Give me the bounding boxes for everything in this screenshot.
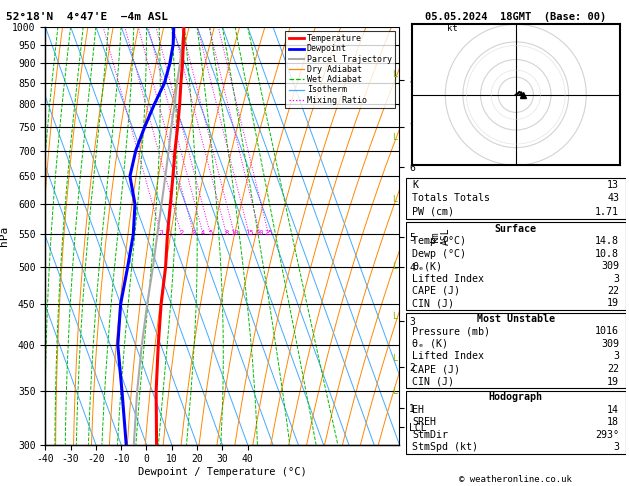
Text: 1.71: 1.71 [595,207,619,217]
Text: 4: 4 [201,230,205,236]
Text: 1016: 1016 [595,327,619,336]
Bar [406,178,626,219]
Text: Surface: Surface [495,224,537,234]
Text: CAPE (J): CAPE (J) [413,364,460,374]
Text: SREH: SREH [413,417,437,427]
Text: Pressure (mb): Pressure (mb) [413,327,491,336]
Text: 5: 5 [208,230,213,236]
Text: 22: 22 [607,364,619,374]
Legend: Temperature, Dewpoint, Parcel Trajectory, Dry Adiabat, Wet Adiabat, Isotherm, Mi: Temperature, Dewpoint, Parcel Trajectory… [285,31,395,108]
Text: 20: 20 [256,230,264,236]
Text: 8: 8 [225,230,228,236]
Text: 19: 19 [607,377,619,386]
Text: Lifted Index: Lifted Index [413,351,484,362]
Text: 05.05.2024  18GMT  (Base: 00): 05.05.2024 18GMT (Base: 00) [425,12,606,22]
Text: 3: 3 [192,230,196,236]
Text: CIN (J): CIN (J) [413,377,454,386]
Text: 18: 18 [607,417,619,427]
Text: 13: 13 [607,180,619,190]
Text: └: └ [390,135,396,144]
Text: 19: 19 [607,298,619,309]
Text: 309: 309 [601,261,619,271]
Text: K: K [413,180,418,190]
Text: Totals Totals: Totals Totals [413,193,491,203]
Bar [406,223,626,310]
Y-axis label: km
ASL: km ASL [430,227,451,244]
Text: 3: 3 [613,442,619,452]
Text: Temp (°C): Temp (°C) [413,236,466,246]
Text: 1: 1 [159,230,163,236]
Text: 14.8: 14.8 [595,236,619,246]
Text: © weatheronline.co.uk: © weatheronline.co.uk [459,474,572,484]
Text: 293°: 293° [595,430,619,440]
Text: kt: kt [447,24,458,34]
Text: 3: 3 [613,351,619,362]
Text: Hodograph: Hodograph [489,392,543,402]
Text: StmDir: StmDir [413,430,448,440]
Text: └: └ [390,72,396,82]
Text: └: └ [390,264,396,274]
Text: 43: 43 [607,193,619,203]
Text: └: └ [390,197,396,207]
Text: 10.8: 10.8 [595,249,619,259]
Text: 2: 2 [179,230,184,236]
Text: 52°18'N  4°47'E  −4m ASL: 52°18'N 4°47'E −4m ASL [6,12,169,22]
Text: └: └ [390,390,396,399]
Text: EH: EH [413,405,425,415]
Y-axis label: hPa: hPa [0,226,9,246]
Text: Most Unstable: Most Unstable [477,314,555,324]
Text: 14: 14 [607,405,619,415]
Bar [406,391,626,453]
Text: Dewp (°C): Dewp (°C) [413,249,466,259]
Text: θₑ(K): θₑ(K) [413,261,442,271]
Text: └: └ [390,314,396,324]
Text: 3: 3 [613,274,619,283]
Text: 15: 15 [245,230,253,236]
Text: └: └ [390,356,396,366]
X-axis label: Dewpoint / Temperature (°C): Dewpoint / Temperature (°C) [138,467,307,477]
Text: 10: 10 [230,230,238,236]
Text: CIN (J): CIN (J) [413,298,454,309]
Text: Lifted Index: Lifted Index [413,274,484,283]
Text: 25: 25 [264,230,273,236]
Text: 22: 22 [607,286,619,296]
Bar [406,313,626,388]
Text: StmSpd (kt): StmSpd (kt) [413,442,478,452]
Text: CAPE (J): CAPE (J) [413,286,460,296]
Text: PW (cm): PW (cm) [413,207,454,217]
Text: θₑ (K): θₑ (K) [413,339,448,349]
Text: 309: 309 [601,339,619,349]
